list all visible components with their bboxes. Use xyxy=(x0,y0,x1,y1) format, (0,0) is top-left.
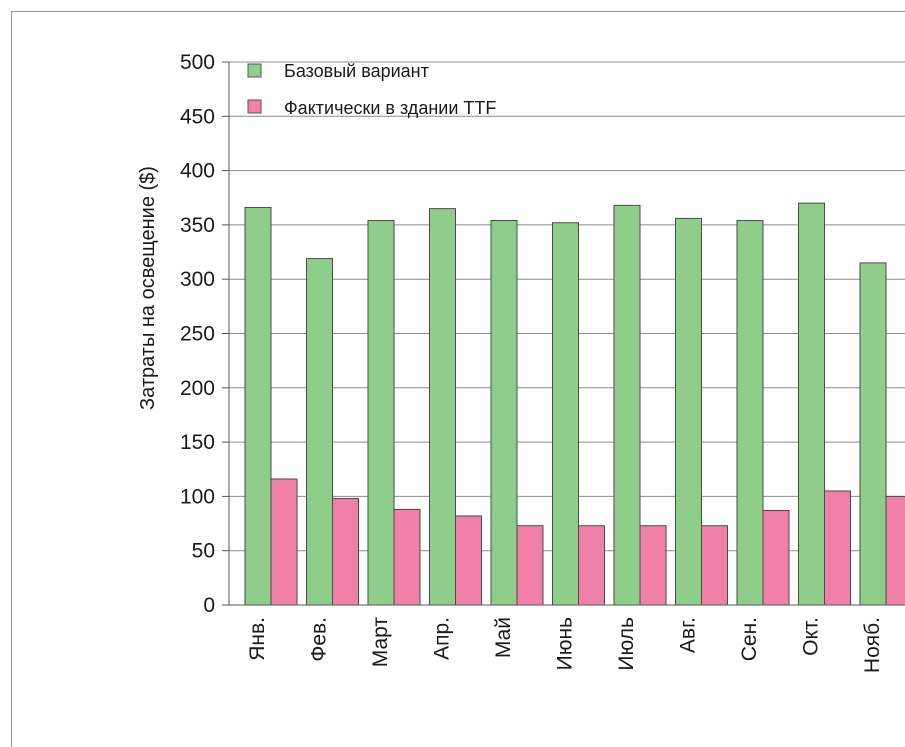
y-tick-label: 400 xyxy=(180,160,215,183)
x-tick-label: Янв. xyxy=(246,617,269,661)
x-tick-label: Авг. xyxy=(677,617,700,653)
bars xyxy=(244,202,905,606)
bar-actual xyxy=(332,498,359,606)
y-tick-label: 250 xyxy=(180,323,215,346)
x-tick-label: Сен. xyxy=(738,617,761,661)
bar-actual xyxy=(639,525,667,606)
bar-base xyxy=(490,220,518,606)
x-tick-label: Июль xyxy=(615,617,638,671)
y-tick-label: 100 xyxy=(180,485,215,508)
bar-actual xyxy=(270,478,298,606)
bar-actual xyxy=(516,525,544,606)
bar-actual xyxy=(578,525,605,606)
bar-base xyxy=(552,222,579,606)
x-tick-label: Окт. xyxy=(800,617,823,656)
x-tick-label: Март xyxy=(369,617,392,668)
y-tick-label: 200 xyxy=(180,377,215,400)
bar-actual xyxy=(701,525,728,606)
bar-base xyxy=(736,220,764,606)
bar-actual xyxy=(885,495,905,606)
bar-actual xyxy=(393,508,421,606)
y-tick-label: 50 xyxy=(192,540,215,563)
bar-base xyxy=(613,204,641,606)
x-tick-label: Июнь xyxy=(554,617,577,670)
chart-frame xyxy=(11,11,905,747)
y-tick-label: 500 xyxy=(180,51,215,74)
bar-actual xyxy=(762,510,790,606)
x-tick-labels: Янв. Фев. Март Апр. Май Июнь Июль Авг. Сен. Окт. Н… xyxy=(246,617,884,673)
y-tick-label: 0 xyxy=(203,594,215,617)
legend-swatch-actual xyxy=(247,99,262,114)
x-tick-label: Фев. xyxy=(308,617,331,662)
legend: Базовый вариант Фактически в здании TTF xyxy=(247,61,496,118)
bar-actual xyxy=(824,490,851,606)
y-tick-label: 300 xyxy=(180,268,215,291)
bar-actual xyxy=(455,515,482,606)
x-tick-label: Май xyxy=(492,617,515,658)
bar-base xyxy=(367,220,395,606)
y-axis-label: Затраты на освещение ($) xyxy=(137,166,159,410)
bar-base xyxy=(244,207,272,606)
y-tick-label: 150 xyxy=(180,431,215,454)
bar-base xyxy=(429,208,456,606)
legend-label-actual: Фактически в здании TTF xyxy=(284,98,496,118)
x-tick-label: Нояб. xyxy=(861,617,884,673)
x-tick-label: Апр. xyxy=(431,617,454,660)
y-tick-labels: 0 50 100 150 200 250 300 350 400 450 500 xyxy=(180,51,215,617)
y-tick-label: 350 xyxy=(180,214,215,237)
bar-base xyxy=(798,202,825,606)
axes xyxy=(228,62,905,606)
bar-base xyxy=(306,258,333,606)
y-tick-label: 450 xyxy=(180,105,215,128)
bar-base xyxy=(675,217,702,606)
legend-label-base: Базовый вариант xyxy=(284,61,429,81)
legend-swatch-base xyxy=(247,63,262,78)
bar-base xyxy=(859,262,887,606)
